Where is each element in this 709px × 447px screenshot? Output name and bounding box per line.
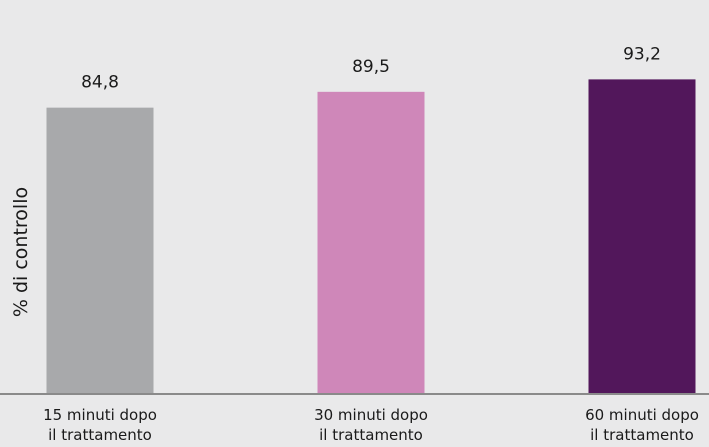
category-label-1-line2: il trattamento — [48, 426, 152, 444]
value-label-3: 93,2 — [623, 44, 661, 64]
bar-3 — [588, 79, 696, 394]
category-label-3-line1: 60 minuti dopo — [585, 406, 699, 424]
category-label-1-line1: 15 minuti dopo — [43, 406, 157, 424]
value-label-2: 89,5 — [352, 57, 390, 77]
bars-layer: 84,8 15 minuti dopo il trattamento 89,5 30 m… — [43, 44, 699, 444]
value-label-1: 84,8 — [81, 73, 119, 93]
y-axis-label: % di controllo — [10, 187, 32, 317]
category-label-2-line2: il trattamento — [319, 426, 423, 444]
category-label-2-line1: 30 minuti dopo — [314, 406, 428, 424]
category-label-3-line2: il trattamento — [590, 426, 694, 444]
bar-1 — [46, 107, 154, 393]
bar-2 — [317, 91, 425, 394]
